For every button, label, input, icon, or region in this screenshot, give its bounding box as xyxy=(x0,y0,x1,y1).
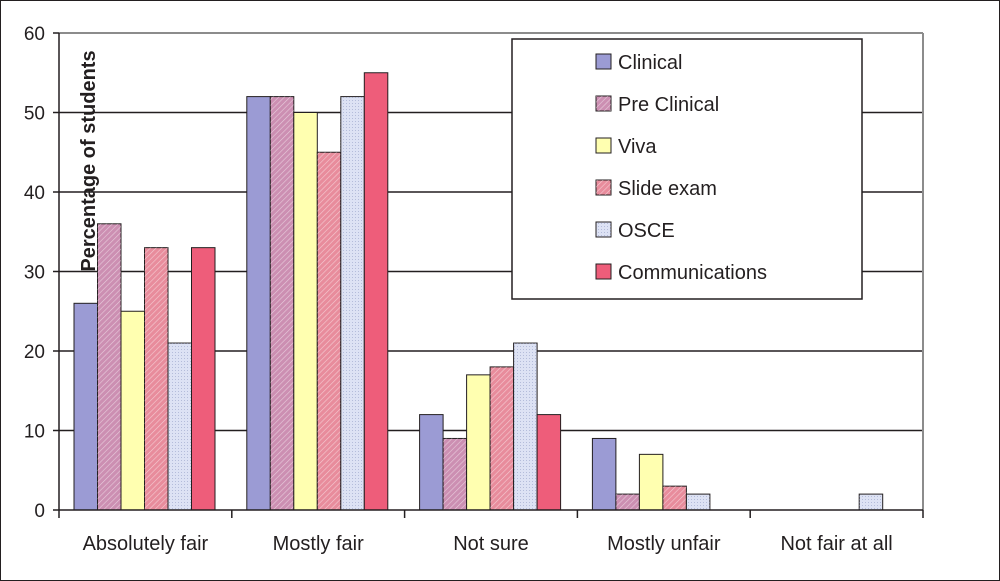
y-tick-label: 40 xyxy=(24,183,45,204)
legend-label: Pre Clinical xyxy=(618,94,719,116)
bar xyxy=(246,96,271,511)
bar-texture xyxy=(443,438,467,510)
y-tick-label: 30 xyxy=(24,263,45,284)
bar-texture xyxy=(615,494,640,510)
axes xyxy=(53,32,924,518)
bar-texture xyxy=(317,152,341,510)
bar-texture xyxy=(340,96,365,510)
y-axis-label: Percentage of students xyxy=(78,50,100,271)
y-tick-label: 0 xyxy=(34,501,45,522)
bar xyxy=(536,414,562,511)
bar xyxy=(191,247,216,511)
tick-labels: 0 10 20 30 40 50 60 xyxy=(24,24,45,522)
legend-swatch-texture xyxy=(596,222,611,237)
bar xyxy=(638,453,664,511)
bar-texture xyxy=(859,494,883,510)
bar xyxy=(591,437,617,511)
bar-texture xyxy=(662,486,687,510)
y-tick-label: 10 xyxy=(24,422,45,443)
legend-box xyxy=(511,38,863,300)
bar-texture xyxy=(168,343,192,510)
legend-label: Clinical xyxy=(618,52,682,74)
category-label: Mostly unfair xyxy=(607,533,721,555)
y-tick-label: 60 xyxy=(24,24,45,45)
legend-label: Viva xyxy=(618,136,657,158)
bar xyxy=(293,112,318,511)
bar xyxy=(73,302,98,511)
category-label: Not sure xyxy=(453,533,529,555)
legend-swatch xyxy=(595,137,612,154)
legend-label: Communications xyxy=(618,262,767,284)
bar-texture xyxy=(686,494,710,510)
category-label: Mostly fair xyxy=(273,533,364,555)
legend-label: OSCE xyxy=(618,220,675,242)
category-label: Not fair at all xyxy=(780,533,892,555)
bar-texture xyxy=(144,247,168,510)
bars xyxy=(73,72,884,511)
bar-texture xyxy=(513,343,538,510)
bar xyxy=(363,72,389,511)
category-label: Absolutely fair xyxy=(83,533,209,555)
bar xyxy=(419,414,444,511)
legend-swatch xyxy=(595,53,612,70)
legend: Clinical Pre Clinical Viva Slide exam OSCE Co… xyxy=(511,38,863,300)
legend-swatch-texture xyxy=(596,96,611,111)
category-labels: Absolutely fair Mostly fair Not sure Mostly… xyxy=(83,533,893,555)
legend-swatch xyxy=(595,263,612,280)
bar xyxy=(120,310,145,511)
legend-swatch-texture xyxy=(596,180,611,195)
bar-texture xyxy=(490,366,514,510)
bar-texture xyxy=(270,96,294,510)
bar-texture xyxy=(97,223,121,511)
y-tick-label: 50 xyxy=(24,104,45,125)
bar xyxy=(466,374,491,511)
legend-label: Slide exam xyxy=(618,178,717,200)
y-tick-label: 20 xyxy=(24,342,45,363)
